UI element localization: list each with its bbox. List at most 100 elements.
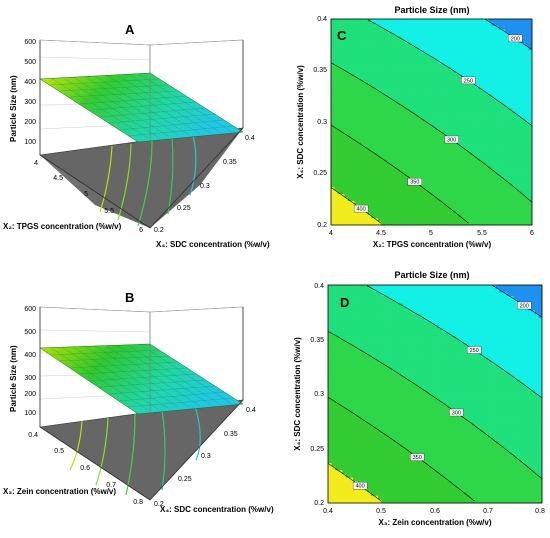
contour-cell: [335, 433, 340, 438]
contour-cell: [515, 204, 519, 209]
contour-cell: [511, 115, 516, 119]
contour-cell: [360, 415, 365, 420]
contour-cell: [414, 53, 419, 58]
contour-cell: [431, 166, 436, 171]
contour-cell: [357, 67, 362, 71]
contour-cell: [434, 25, 439, 30]
contour-cell: [488, 128, 493, 133]
contour-cell: [331, 423, 336, 428]
contour-cell: [363, 401, 368, 406]
contour-cell: [354, 60, 359, 65]
contour-cell: [381, 94, 385, 99]
contour-cell: [363, 488, 368, 493]
contour-cell: [360, 332, 365, 337]
contour-cell: [521, 111, 526, 116]
contour-cell: [357, 53, 362, 58]
contour-cell: [421, 118, 426, 123]
contour-cell: [364, 111, 369, 116]
contour-cell: [508, 101, 513, 106]
contour-cell: [381, 73, 385, 78]
contour-cell: [461, 163, 466, 168]
contour-cell: [495, 176, 499, 181]
contour-cell: [424, 139, 429, 143]
contour-cell: [501, 218, 506, 222]
contour-cell: [465, 159, 469, 164]
contour-cell: [495, 218, 499, 222]
contour-cell: [367, 415, 372, 420]
contour-cell: [377, 53, 382, 58]
contour-cell: [408, 183, 412, 188]
contour-cell: [367, 441, 372, 446]
contour-cell: [465, 104, 469, 109]
contour-cell: [361, 77, 365, 82]
contour-cell: [337, 84, 342, 89]
contour-cell: [395, 383, 400, 388]
contour-cell: [411, 25, 416, 30]
contour-cell: [347, 70, 352, 75]
contour-cell: [342, 310, 347, 315]
contour-cell: [491, 29, 496, 34]
contour-cell: [363, 408, 368, 413]
contour-cell: [388, 441, 393, 446]
contour-cell: [344, 190, 349, 195]
contour-cell: [384, 163, 389, 168]
contour-cell: [356, 335, 361, 340]
contour-cell: [495, 43, 499, 47]
contour-cell: [518, 97, 523, 102]
contour-cell: [518, 128, 523, 133]
contour-cell: [361, 115, 365, 119]
contour-cell: [488, 19, 493, 23]
contour-cell: [515, 214, 519, 219]
contour-cell: [498, 221, 503, 226]
contour-cell: [335, 379, 340, 384]
contour-cell: [377, 173, 382, 178]
contour-cell: [501, 163, 506, 168]
contour-cell: [385, 412, 390, 417]
contour-cell: [392, 332, 397, 337]
contour-cell: [511, 170, 516, 174]
contour-cell: [401, 176, 406, 181]
contour-cell: [438, 43, 442, 47]
contour-cell: [505, 166, 509, 171]
contour-cell: [458, 46, 463, 51]
contour-cell: [388, 488, 393, 493]
contour-cell: [491, 80, 496, 85]
contour-cell: [342, 390, 347, 395]
contour-cell: [395, 448, 400, 453]
contour-cell: [424, 63, 429, 68]
contour-cell: [328, 412, 332, 417]
contour-cell: [408, 142, 412, 147]
contour-cell: [377, 397, 382, 402]
contour-cell: [458, 39, 463, 44]
contour-cell: [495, 111, 499, 116]
contour-cell: [491, 194, 496, 198]
contour-cell: [528, 94, 533, 99]
contour-cell: [515, 115, 519, 119]
contour-cell: [448, 170, 452, 174]
contour-cell: [334, 70, 339, 75]
contour-cell: [495, 204, 499, 209]
contour-cell: [501, 39, 506, 44]
contour-cell: [408, 159, 412, 164]
contour-cell: [354, 104, 359, 109]
contour-cell: [334, 49, 339, 54]
contour-cell: [454, 207, 459, 212]
contour-cell: [381, 142, 385, 147]
contour-cell: [458, 29, 463, 34]
contour-cell: [354, 19, 359, 23]
contour-cell: [444, 221, 449, 226]
contour-cell: [465, 214, 469, 219]
contour-cell: [399, 448, 404, 453]
contour-cell: [349, 463, 354, 468]
contour-cell: [528, 29, 533, 34]
contour-cell: [367, 149, 372, 154]
contour-cell: [337, 156, 342, 161]
contour-cell: [352, 306, 357, 311]
contour-cell: [371, 132, 375, 137]
contour-cell: [367, 452, 372, 457]
contour-cell: [331, 70, 335, 75]
contour-cell: [335, 343, 340, 348]
contour-cell: [465, 173, 469, 178]
y-tick: 0.2: [154, 501, 164, 508]
contour-cell: [461, 56, 466, 61]
